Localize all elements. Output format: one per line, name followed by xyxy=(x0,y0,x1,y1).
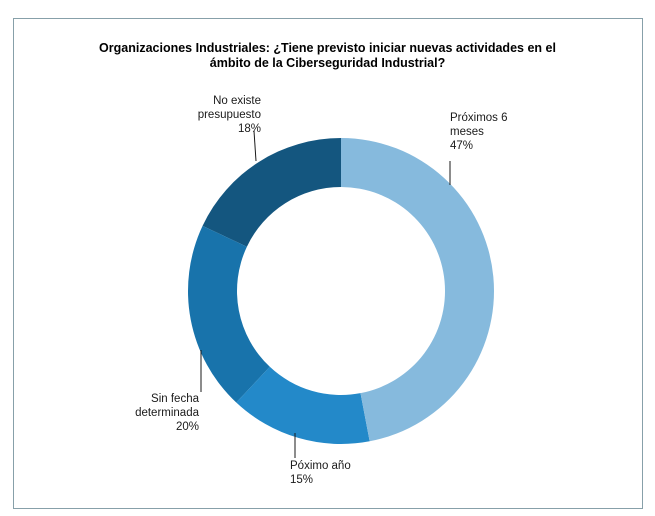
callout-label-no-existe-presupuesto: No existe presupuesto 18% xyxy=(197,95,261,135)
chart-title: Organizaciones Industriales: ¿Tiene prev… xyxy=(99,41,556,70)
callout-label-sin-fecha-determinada: Sin fecha determinada 20% xyxy=(135,393,199,433)
callout-label-poximo-ano: Póximo año 15% xyxy=(290,460,351,486)
donut-segment-no-existe-presupuesto xyxy=(202,138,341,247)
donut-segment-proximos-6-meses xyxy=(341,138,495,442)
callout-label-proximos-6-meses: Próximos 6 meses 47% xyxy=(450,112,508,152)
donut-segment-poximo-ano xyxy=(236,366,370,445)
donut-segment-sin-fecha-determinada xyxy=(187,225,270,403)
leader-line-no-existe-presupuesto xyxy=(253,130,257,162)
